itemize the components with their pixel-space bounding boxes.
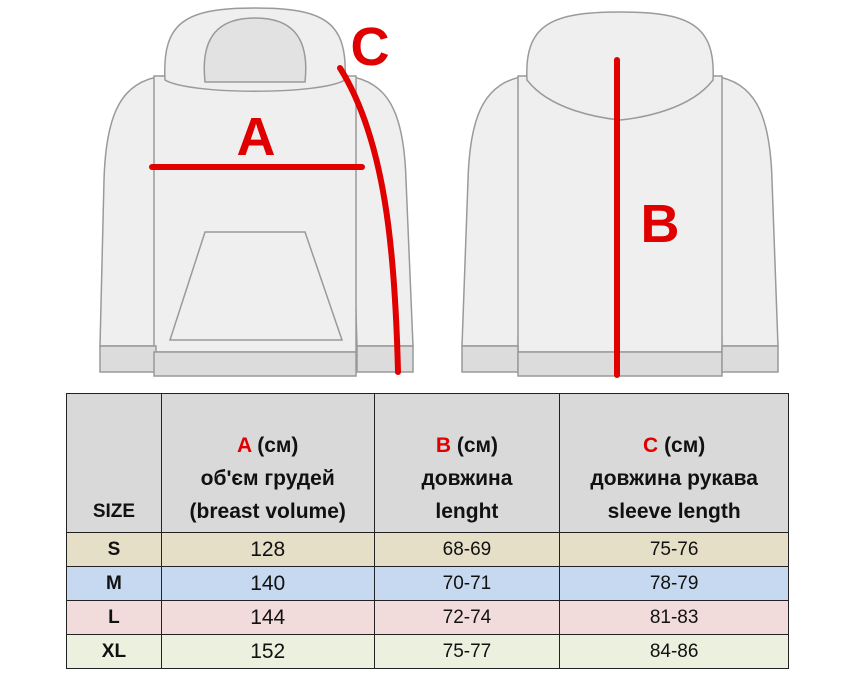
unit: (см) [456, 434, 499, 457]
col-header: C (см) довжина рукава sleeve length [559, 393, 789, 533]
label-c: C [351, 17, 390, 77]
col-header: A (см) об'єм грудей (breast volume) [160, 393, 375, 533]
cell: 152 [160, 634, 375, 669]
unit: (см) [664, 434, 706, 457]
size-header-text: SIZE [92, 501, 136, 522]
label-b: B [641, 194, 680, 254]
line: (breast volume) [189, 500, 346, 523]
size-row: XL 152 75-77 84-86 [66, 634, 789, 669]
illustration: A B C [99, 7, 779, 378]
unit: (см) [257, 434, 299, 457]
size-row: M 140 70-71 78-79 [66, 566, 789, 601]
cell: 75-77 [373, 634, 561, 669]
cell: 70-71 [373, 566, 561, 601]
line: довжина рукава [590, 467, 758, 490]
size-row: S 128 68-69 75-76 [66, 532, 789, 567]
measure-lines [149, 57, 620, 378]
letter: C [643, 434, 659, 457]
cell: 68-69 [373, 532, 561, 567]
cell: 78-79 [559, 566, 789, 601]
line: sleeve length [607, 500, 741, 523]
cell: 84-86 [559, 634, 789, 669]
cell: 81-83 [559, 600, 789, 635]
cell: M [66, 566, 162, 601]
cell: 140 [160, 566, 375, 601]
cell: L [66, 600, 162, 635]
cell: 75-76 [559, 532, 789, 567]
cell: S [66, 532, 162, 567]
line: lenght [435, 500, 499, 523]
letter: A [236, 434, 252, 457]
front-hoodie [99, 7, 414, 377]
line: об'єм грудей [200, 467, 335, 490]
size-header: SIZE [66, 393, 162, 533]
line: довжина [421, 467, 513, 490]
cell: 144 [160, 600, 375, 635]
cell: 128 [160, 532, 375, 567]
cell: XL [66, 634, 162, 669]
size-table: SIZE A (см) об'єм грудей (breast volume) B… [66, 393, 789, 669]
col-header: B (см) довжина lenght [373, 393, 561, 533]
letter: B [435, 434, 451, 457]
cell: 72-74 [373, 600, 561, 635]
label-a: A [237, 107, 276, 167]
header-row: SIZE A (см) об'єм грудей (breast volume) B… [66, 393, 789, 533]
size-row: L 144 72-74 81-83 [66, 600, 789, 635]
table-body: S 128 68-69 75-76 M 140 70-71 78-79 L 144 72-74 81-… [66, 532, 789, 669]
